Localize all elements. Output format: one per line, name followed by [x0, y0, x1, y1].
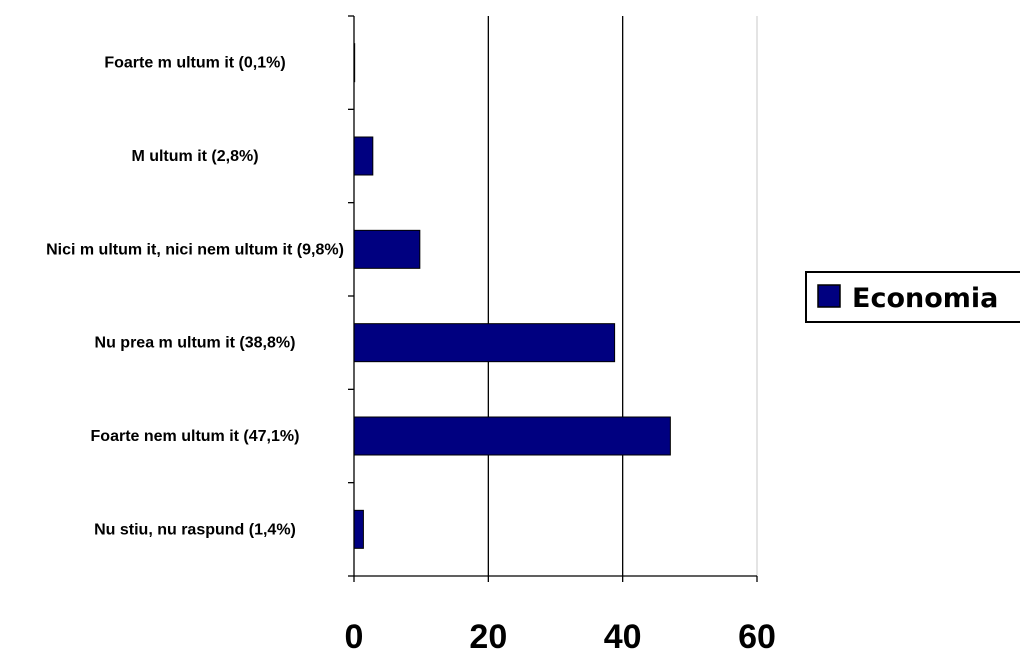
x-tick-label: 20 — [469, 618, 507, 651]
gridlines — [487, 16, 758, 576]
x-tick-label: 40 — [604, 618, 642, 651]
tick-labels: 0 20 40 60 — [345, 618, 776, 651]
legend: Economia — [805, 271, 1020, 323]
axes — [348, 15, 758, 582]
category-label-4: Nu prea m ultum it (38,8%) — [95, 335, 296, 352]
legend-label: Economia — [852, 283, 998, 314]
bar-3 — [353, 229, 421, 269]
category-label-5: Foarte nem ultum it (47,1%) — [91, 428, 300, 445]
legend-swatch — [817, 284, 841, 308]
category-label-6: Nu stiu, nu raspund (1,4%) — [94, 521, 296, 538]
category-label-2: M ultum it (2,8%) — [131, 148, 258, 165]
category-labels: Foarte m ultum it (0,1%) M ultum it (2,8%… — [46, 55, 344, 539]
category-label-1: Foarte m ultum it (0,1%) — [104, 55, 285, 72]
bar-5 — [353, 416, 671, 456]
bar-6 — [353, 509, 364, 549]
bar-4 — [353, 323, 616, 363]
legend-box — [805, 271, 1020, 323]
x-tick-label: 60 — [738, 618, 776, 651]
bars — [353, 43, 671, 549]
x-tick-label: 0 — [345, 618, 364, 651]
category-label-3: Nici m ultum it, nici nem ultum it (9,8%… — [46, 241, 344, 258]
bar-2 — [353, 136, 374, 176]
